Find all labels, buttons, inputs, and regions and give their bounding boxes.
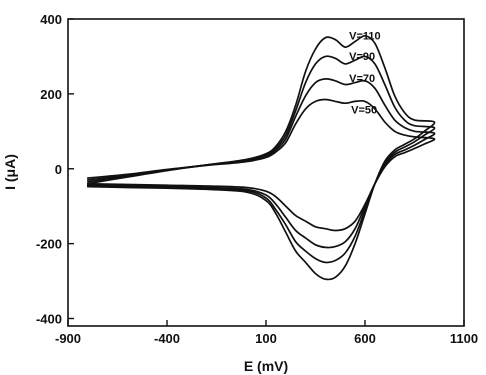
x-tick-label: 100: [255, 331, 277, 346]
plot-curves: [86, 34, 436, 281]
x-axis-title: E (mV): [244, 358, 288, 374]
plot-frame: [67, 18, 465, 327]
y-tick-label: -400: [36, 312, 62, 327]
series-line: [86, 98, 436, 232]
x-tick-label: 600: [354, 331, 376, 346]
series-annotation: V=50: [351, 104, 377, 116]
y-axis-title: I (μA): [2, 154, 18, 190]
x-tick-label: -900: [55, 331, 81, 346]
chart-labels: -900 -400 100 600 1100 400 200 0 -200 -400 V=110 V=…: [36, 12, 478, 346]
axis-ticks: [67, 18, 465, 326]
x-tick-label: -400: [154, 331, 180, 346]
y-tick-label: 200: [40, 87, 62, 102]
series-annotation: V=70: [349, 73, 375, 85]
series-line: [86, 78, 436, 249]
y-tick-label: 0: [55, 162, 62, 177]
series-line: [86, 55, 436, 264]
x-tick-label: 1100: [450, 331, 478, 346]
y-tick-label: 400: [40, 12, 62, 27]
y-tick-label: -200: [36, 237, 62, 252]
series-annotation: V=110: [349, 31, 381, 43]
series-annotation: V=90: [349, 51, 375, 63]
